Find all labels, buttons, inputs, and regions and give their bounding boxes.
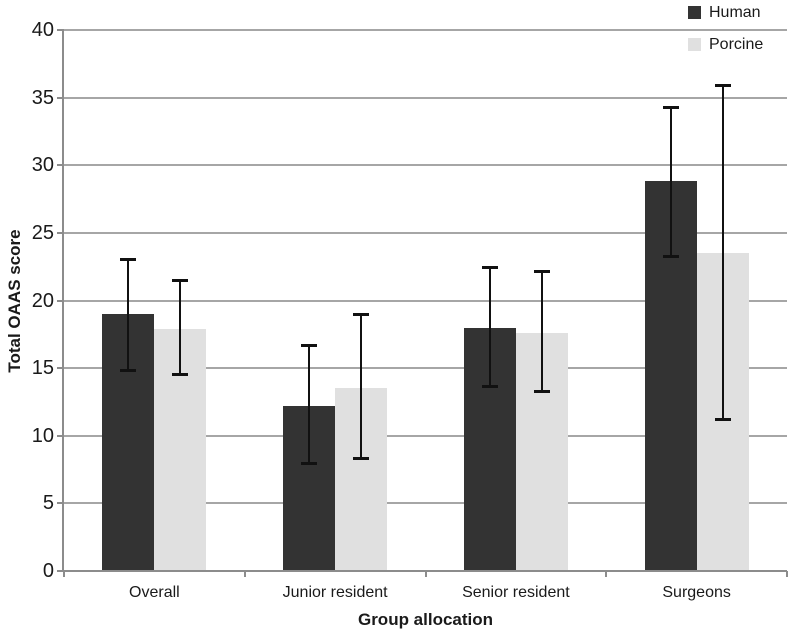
y-tick-label-25: 25 xyxy=(31,221,54,244)
error-bar-cap-bottom-human-0 xyxy=(120,368,137,372)
x-category-label-2: Senior resident xyxy=(462,584,570,601)
gridline-30 xyxy=(64,164,787,167)
y-tick-label-5: 5 xyxy=(42,492,54,515)
error-bar-cap-top-porcine-2 xyxy=(533,269,550,273)
error-bar-line-human-0 xyxy=(127,258,130,371)
x-tick-4 xyxy=(786,571,788,577)
error-bar-line-human-3 xyxy=(669,107,672,258)
error-bar-cap-bottom-porcine-0 xyxy=(172,372,189,376)
x-tick-1 xyxy=(243,571,246,577)
y-tick-10 xyxy=(57,434,63,437)
error-bar-cap-bottom-porcine-2 xyxy=(533,390,550,394)
x-tick-0 xyxy=(63,571,65,577)
y-tick-label-10: 10 xyxy=(31,424,54,447)
error-bar-line-porcine-0 xyxy=(179,280,182,375)
x-category-label-0: Overall xyxy=(129,584,180,601)
error-bar-cap-top-human-1 xyxy=(301,344,318,348)
gridline-15 xyxy=(64,367,787,370)
y-tick-25 xyxy=(57,231,63,234)
error-bar-cap-top-porcine-0 xyxy=(172,279,189,283)
legend-item-human: Human xyxy=(688,3,763,21)
legend-label-porcine: Porcine xyxy=(709,35,764,53)
y-tick-label-0: 0 xyxy=(42,560,54,582)
error-bar-line-human-1 xyxy=(308,345,311,465)
gridline-25 xyxy=(64,231,787,234)
error-bar-cap-top-human-0 xyxy=(120,257,137,261)
legend-swatch-human xyxy=(688,6,701,19)
gridline-10 xyxy=(64,434,787,437)
legend: Human Porcine xyxy=(688,0,763,69)
y-tick-15 xyxy=(57,367,63,370)
y-tick-20 xyxy=(57,299,63,302)
y-tick-0 xyxy=(57,570,63,572)
gridline-5 xyxy=(64,502,787,505)
error-bar-cap-bottom-human-3 xyxy=(662,255,679,259)
legend-swatch-porcine xyxy=(688,38,701,51)
x-tick-3 xyxy=(605,571,608,577)
y-tick-40 xyxy=(57,29,63,31)
gridline-20 xyxy=(64,299,787,302)
y-tick-5 xyxy=(57,502,63,505)
y-tick-label-35: 35 xyxy=(31,86,54,109)
error-bar-cap-bottom-porcine-3 xyxy=(714,417,731,421)
x-category-label-1: Junior resident xyxy=(282,584,388,601)
error-bar-cap-top-porcine-1 xyxy=(353,313,370,317)
error-bar-line-human-2 xyxy=(488,266,491,388)
legend-item-porcine: Porcine xyxy=(688,35,764,53)
y-tick-label-40: 40 xyxy=(31,19,54,41)
error-bar-cap-bottom-human-1 xyxy=(301,462,318,466)
y-tick-label-15: 15 xyxy=(31,357,54,380)
y-tick-35 xyxy=(57,96,63,99)
x-tick-2 xyxy=(424,571,427,577)
y-axis-line xyxy=(62,29,64,572)
y-tick-label-20: 20 xyxy=(31,289,54,312)
error-bar-line-porcine-1 xyxy=(360,314,363,459)
error-bar-cap-top-porcine-3 xyxy=(714,84,731,88)
error-bar-line-porcine-2 xyxy=(540,270,543,393)
y-tick-30 xyxy=(57,164,63,167)
gridline-35 xyxy=(64,96,787,99)
gridline-40 xyxy=(64,29,787,31)
plot-area xyxy=(64,29,787,571)
x-axis-title: Group allocation xyxy=(357,610,494,629)
error-bar-line-porcine-3 xyxy=(721,85,724,420)
error-bar-cap-bottom-human-2 xyxy=(481,385,498,389)
error-bar-cap-top-human-3 xyxy=(662,106,679,110)
legend-label-human: Human xyxy=(709,3,761,21)
x-category-label-3: Surgeons xyxy=(662,584,731,601)
error-bar-cap-bottom-porcine-1 xyxy=(353,456,370,460)
y-tick-label-30: 30 xyxy=(31,154,54,177)
error-bar-cap-top-human-2 xyxy=(481,265,498,269)
